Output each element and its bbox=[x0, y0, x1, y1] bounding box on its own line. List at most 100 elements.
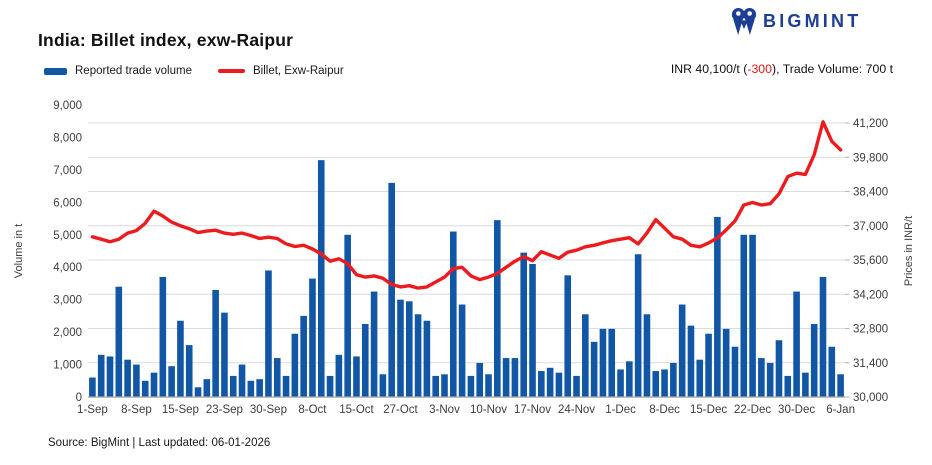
y-left-tick-label: 9,000 bbox=[53, 100, 82, 112]
volume-bar bbox=[273, 358, 281, 397]
y-right-tick-label: 37,000 bbox=[853, 221, 888, 233]
volume-bar bbox=[740, 234, 748, 397]
volume-bar bbox=[590, 341, 598, 397]
volume-bar bbox=[802, 372, 809, 397]
y-right-tick-label: 34,200 bbox=[853, 289, 888, 301]
x-tick-label: 30-Dec bbox=[778, 404, 815, 416]
volume-bar bbox=[388, 182, 395, 397]
volume-bar bbox=[555, 372, 563, 397]
volume-bar bbox=[634, 254, 642, 397]
y-right-tick-label: 35,600 bbox=[853, 255, 888, 267]
y-right-tick-label: 39,800 bbox=[853, 152, 888, 164]
y-right-axis-title: Prices in INR/t bbox=[903, 216, 915, 286]
volume-bar bbox=[291, 333, 299, 397]
volume-bar bbox=[221, 312, 228, 397]
legend-item-price: Billet, Exw-Raipur bbox=[217, 65, 344, 77]
bigmint-logo-icon bbox=[731, 7, 757, 36]
volume-bar bbox=[441, 374, 448, 397]
summary-volume: ), Trade Volume: 700 t bbox=[772, 62, 893, 76]
volume-bar bbox=[573, 375, 580, 397]
volume-bar bbox=[661, 369, 668, 397]
volume-bar bbox=[608, 328, 616, 397]
y-right-tick-label: 30,000 bbox=[853, 392, 888, 404]
legend-item-volume: Reported trade volume bbox=[44, 65, 192, 77]
volume-bar bbox=[793, 291, 800, 397]
volume-bar bbox=[546, 367, 554, 397]
volume-bar bbox=[784, 375, 792, 397]
y-right-tick-label: 38,400 bbox=[853, 187, 888, 199]
x-tick-label: 1-Sep bbox=[77, 404, 108, 416]
volume-bar bbox=[159, 276, 167, 397]
summary-change: -300 bbox=[747, 62, 772, 76]
y-left-tick-label: 3,000 bbox=[53, 295, 82, 307]
volume-bar bbox=[97, 354, 105, 397]
y-right-tick-label: 32,800 bbox=[853, 324, 888, 336]
volume-bar bbox=[326, 375, 334, 397]
volume-bar bbox=[194, 387, 202, 397]
summary-price: INR 40,100/t ( bbox=[670, 62, 748, 76]
volume-bar bbox=[626, 361, 633, 397]
y-left-tick-label: 4,000 bbox=[53, 262, 82, 274]
volume-bar bbox=[106, 356, 114, 397]
volume-bar bbox=[564, 275, 572, 397]
volume-bar bbox=[810, 324, 818, 397]
price-legend-swatch bbox=[217, 69, 245, 73]
volume-bar bbox=[538, 371, 545, 397]
volume-bar bbox=[476, 362, 484, 397]
source-note: Source: BigMint | Last updated: 06-01-20… bbox=[48, 437, 271, 449]
volume-bar bbox=[344, 234, 351, 397]
volume-bar bbox=[652, 371, 660, 397]
volume-bar bbox=[687, 325, 695, 397]
volume-bar bbox=[643, 314, 651, 397]
volume-bar bbox=[705, 333, 712, 397]
volume-bar bbox=[203, 379, 211, 397]
x-tick-label: 17-Nov bbox=[514, 404, 551, 416]
x-tick-label: 3-Nov bbox=[429, 404, 460, 416]
volume-bar bbox=[177, 320, 184, 397]
volume-bar bbox=[766, 362, 774, 397]
volume-bar bbox=[168, 366, 175, 397]
price-legend-label: Billet, Exw-Raipur bbox=[252, 65, 344, 77]
x-tick-label: 15-Sep bbox=[162, 404, 199, 416]
volume-bar bbox=[467, 375, 475, 397]
volume-bar bbox=[379, 374, 387, 397]
volume-bar bbox=[731, 346, 739, 397]
price-summary: INR 40,100/t (-300), Trade Volume: 700 t bbox=[671, 62, 893, 76]
y-left-tick-label: 2,000 bbox=[53, 327, 82, 339]
volume-bar bbox=[714, 216, 721, 397]
x-tick-label: 30-Sep bbox=[250, 404, 287, 416]
volume-bar bbox=[696, 359, 704, 397]
volume-bar bbox=[256, 379, 263, 397]
volume-bar bbox=[405, 301, 413, 397]
volume-bar bbox=[141, 380, 149, 397]
volume-bar bbox=[449, 231, 457, 397]
x-tick-label: 24-Nov bbox=[558, 404, 595, 416]
y-left-tick-label: 8,000 bbox=[53, 132, 82, 144]
y-left-axis-title: Volume in t bbox=[13, 224, 25, 278]
volume-bar bbox=[397, 299, 404, 397]
volume-bar bbox=[775, 340, 783, 397]
volume-bar bbox=[423, 320, 431, 397]
volume-bar bbox=[282, 375, 290, 397]
y-left-tick-label: 5,000 bbox=[53, 230, 82, 242]
volume-bar bbox=[150, 372, 158, 397]
volume-bar bbox=[828, 346, 836, 397]
volume-bar bbox=[89, 377, 96, 397]
volume-bar bbox=[670, 362, 677, 397]
volume-bar bbox=[317, 160, 325, 397]
volume-bar bbox=[678, 304, 686, 397]
x-tick-label: 27-Oct bbox=[383, 404, 418, 416]
y-left-tick-label: 1,000 bbox=[53, 360, 82, 372]
volume-bar bbox=[837, 374, 844, 397]
x-tick-label: 22-Dec bbox=[734, 404, 771, 416]
volume-bar bbox=[133, 364, 140, 397]
x-tick-label: 15-Oct bbox=[339, 404, 374, 416]
x-tick-label: 1-Dec bbox=[605, 404, 636, 416]
volume-bar bbox=[722, 328, 730, 397]
volume-bar bbox=[582, 314, 589, 397]
volume-bar bbox=[185, 345, 193, 397]
volume-bar bbox=[335, 354, 343, 397]
brand-wordmark: BIGMINT bbox=[763, 11, 862, 31]
volume-legend-label: Reported trade volume bbox=[75, 65, 192, 77]
